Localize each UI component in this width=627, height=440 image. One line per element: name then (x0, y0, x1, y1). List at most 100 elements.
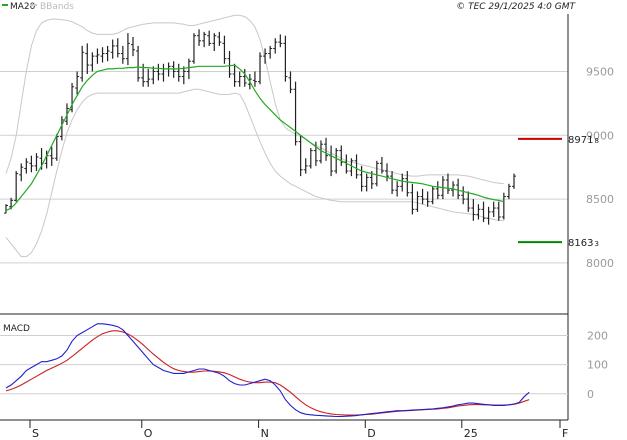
ohlc-bar (385, 163, 389, 182)
ohlc-bar (80, 45, 85, 82)
ohlc-bar (283, 35, 288, 82)
price-tick-label: 9000 (586, 129, 614, 142)
support-level-main: 8163 (568, 238, 593, 249)
resistance-level-sub: 8 (594, 137, 598, 145)
ohlc-bar (318, 140, 323, 164)
ohlc-bar (435, 181, 440, 200)
ohlc-bar (115, 38, 120, 58)
ohlc-bar (405, 171, 410, 197)
ohlc-bar (273, 38, 278, 54)
x-axis: S O N D 25 F (29, 420, 568, 440)
ohlc-bar (237, 71, 242, 87)
macd-line (5, 323, 530, 418)
ohlc-bar (151, 66, 156, 85)
macd-title: MACD (3, 324, 30, 334)
ohlc-bar (334, 148, 339, 174)
support-level-label: 81633 (568, 238, 599, 249)
macd-tick-label: 0 (587, 388, 594, 401)
ohlc-bar (105, 45, 110, 62)
macd-tick-label: 200 (587, 329, 608, 342)
ohlc-bar (90, 52, 95, 72)
ohlc-bar (242, 68, 247, 87)
resistance-level-label: 89718 (568, 135, 599, 146)
ohlc-bar (156, 63, 161, 81)
ohlc-bar (263, 48, 268, 64)
ohlc-bar (476, 204, 481, 220)
ohlc-bar (359, 165, 364, 192)
x-axis-label: 25 (464, 427, 478, 440)
x-axis-label: N (261, 427, 269, 440)
chart-header: MA20 BBands © TEC 29/1/2025 4:0 GMT (2, 2, 577, 12)
ohlc-bar (425, 191, 430, 207)
price-panel: 8000 8500 9000 9500 89718 81633 (0, 14, 614, 314)
ohlc-bar (222, 35, 227, 64)
ohlc-bar (364, 173, 369, 192)
ohlc-bar (268, 45, 273, 59)
ohlc-bar (278, 34, 283, 48)
macd-panel: MACD 200 100 0 (0, 323, 608, 418)
ohlc-bar (252, 71, 257, 87)
ohlc-bar (400, 173, 405, 192)
ohlc-bar (227, 51, 232, 78)
ohlc-bar (374, 160, 379, 187)
ohlc-bar (125, 33, 130, 66)
ohlc-bar (197, 29, 202, 46)
price-tick-label: 8000 (586, 257, 614, 270)
ohlc-bar (232, 63, 237, 87)
price-tick-label: 9500 (586, 65, 614, 78)
ohlc-bar (70, 82, 75, 113)
ohlc-bar (512, 173, 516, 189)
ohlc-bar (456, 178, 461, 200)
ohlc-bar (461, 186, 466, 205)
ohlc-bar (354, 154, 359, 179)
x-axis-label: D (367, 427, 375, 440)
ohlc-bar (14, 171, 19, 202)
ohlc-bar (120, 45, 125, 64)
ohlc-bar (186, 58, 191, 80)
price-bars (4, 29, 516, 225)
price-tick-label: 8500 (586, 193, 614, 206)
ohlc-bar (303, 158, 308, 174)
ohlc-bar (100, 47, 105, 63)
ohlc-bar (410, 183, 415, 215)
x-axis-label: S (32, 427, 39, 440)
ohlc-bar (146, 68, 151, 87)
support-level-sub: 3 (594, 240, 598, 248)
ohlc-bar (4, 204, 8, 214)
ohlc-bar (293, 81, 298, 146)
ohlc-bar (24, 158, 29, 174)
ohlc-bar (430, 186, 435, 205)
ohlc-bar (19, 163, 24, 182)
price-y-axis: 8000 8500 9000 9500 (586, 65, 614, 269)
ohlc-bar (395, 181, 400, 197)
ohlc-bar (171, 61, 176, 78)
ohlc-bar (506, 183, 511, 200)
ohlc-bar (29, 155, 34, 173)
macd-tick-label: 100 (587, 359, 608, 372)
ohlc-bar (191, 33, 196, 64)
ohlc-bar (298, 135, 303, 177)
ohlc-bar (202, 31, 207, 48)
ohlc-bar (501, 192, 506, 220)
price-levels: 89718 81633 (518, 135, 599, 249)
macd-y-axis: 200 100 0 (587, 329, 608, 400)
ohlc-bar (34, 153, 39, 172)
ohlc-bar (415, 191, 420, 212)
ohlc-bar (95, 48, 100, 64)
ohlc-bar (207, 30, 212, 46)
bbands-lower-line (5, 88, 504, 258)
ohlc-bar (390, 171, 395, 194)
ohlc-bar (176, 63, 181, 82)
ohlc-bar (471, 199, 476, 221)
bbands-legend-label: BBands (40, 2, 74, 12)
ohlc-bar (308, 148, 313, 169)
ohlc-bar (313, 141, 318, 166)
ohlc-bar (217, 31, 222, 46)
ohlc-bar (49, 146, 54, 166)
ohlc-bar (212, 33, 217, 52)
ohlc-bar (481, 201, 486, 223)
ohlc-bar (445, 173, 450, 194)
ohlc-bar (496, 201, 501, 221)
x-axis-label: O (144, 427, 153, 440)
